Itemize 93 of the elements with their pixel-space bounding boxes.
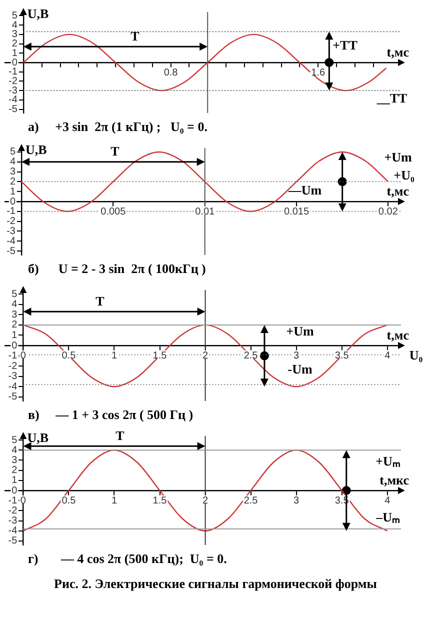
y-tick-label: -2 — [8, 360, 18, 372]
x-tick-label: 0.5 — [62, 350, 76, 362]
y-tick-label: -1 — [8, 350, 18, 362]
y-tick-label: 3 — [12, 29, 18, 40]
annotation: —Um — [287, 182, 322, 198]
y-tick-label: 3 — [10, 166, 16, 178]
x-axis-title: t,мкс — [380, 472, 410, 488]
text: Рис. 2. Электрические сигналы гармонической формы — [53, 576, 378, 592]
y-tick-label: -4 — [8, 381, 18, 392]
y-tick-label: -5 — [8, 392, 18, 403]
y-tick-label: -3 — [6, 226, 16, 237]
y-tick-label: 4 — [12, 20, 18, 31]
x-tick-label: 4 — [384, 350, 391, 362]
y-tick-label: 4 — [10, 156, 16, 168]
y-tick-label: 0 — [12, 340, 18, 352]
text: г) — 4 cos 2π (500 кГц); U₀ = 0. — [27, 550, 228, 568]
y-tick-label: -5 — [8, 536, 18, 547]
x-tick-label: 1.5 — [152, 350, 168, 362]
y-tick-label: 3 — [12, 454, 18, 466]
x-tick-label: 1.5 — [152, 495, 168, 506]
y-tick-label: -5 — [8, 104, 18, 116]
y-tick-label: -2 — [8, 76, 18, 87]
x-axis-title: t,мс — [386, 183, 410, 198]
y-tick-label: 4 — [12, 299, 18, 310]
y-tick-label: -4 — [8, 94, 18, 106]
x-tick-label: 3 — [294, 350, 300, 362]
text: U₀ — [409, 347, 423, 362]
y-tick-label: 5 — [12, 10, 18, 22]
annotation: –Uₘ — [375, 509, 400, 524]
x-tick-label: 2.5 — [244, 350, 258, 362]
x-tick-label: 0.015 — [284, 206, 310, 218]
y-tick-label: 2 — [12, 38, 18, 50]
y-tick-label: 5 — [12, 434, 18, 446]
x-tick-label: 0 — [20, 495, 26, 506]
x-tick-label: 2.5 — [244, 495, 258, 506]
annotation: T — [96, 293, 105, 308]
y-tick-label: -4 — [8, 526, 18, 537]
y-tick-label: 1 — [12, 330, 18, 341]
y-tick-label: -2 — [6, 216, 16, 228]
y-tick-label: -2 — [8, 505, 18, 516]
annotation: +Um — [384, 149, 412, 164]
x-tick-label: 0.8 — [164, 67, 178, 78]
y-tick-label: 1 — [10, 186, 16, 198]
x-tick-label: 3.5 — [334, 350, 350, 362]
y-tick-label: 5 — [12, 288, 18, 300]
x-tick-label: 0 — [20, 350, 26, 362]
x-tick-label: 4 — [384, 495, 391, 506]
x-axis-title: t,мс — [386, 327, 410, 342]
y-axis-title: U,В — [26, 142, 48, 157]
y-tick-label: -3 — [8, 516, 18, 527]
y-tick-label: -3 — [8, 371, 18, 382]
x-tick-label: 3 — [294, 495, 300, 506]
x-tick-label: 1.6 — [311, 67, 326, 78]
y-tick-label: 1 — [12, 475, 18, 486]
y-tick-label: 0 — [10, 196, 16, 208]
annotation: T — [130, 28, 140, 44]
text: б) U = 2 - 3 sin 2π ( 100кГц ) — [27, 260, 207, 278]
y-tick-label: -3 — [8, 85, 18, 96]
x-axis-title: t,мс — [386, 44, 410, 60]
y-tick-label: -5 — [6, 246, 16, 257]
y-tick-label: 0 — [12, 485, 18, 496]
y-tick-label: -1 — [6, 206, 16, 218]
y-tick-label: 3 — [12, 309, 18, 320]
annotation: +U₀ — [394, 167, 414, 182]
y-tick-label: 0 — [12, 57, 18, 68]
x-tick-label: 0.01 — [195, 206, 215, 218]
text: а) +3 sin 2π (1 кГц) ; U₀ = 0. — [27, 118, 208, 136]
x-tick-label: 0.02 — [378, 206, 398, 218]
annotation: +Uₘ — [376, 453, 400, 468]
y-tick-label: 2 — [12, 320, 18, 331]
annotation: T — [110, 144, 120, 159]
y-tick-label: 5 — [10, 146, 16, 158]
y-tick-label: 4 — [12, 444, 18, 456]
y-tick-label: 2 — [10, 176, 16, 188]
x-tick-label: 0.5 — [62, 495, 76, 506]
y-axis-title: U,В — [27, 6, 50, 21]
annotation: +Um — [286, 323, 314, 338]
text: в) — 1 + 3 cos 2π ( 500 Гц ) — [27, 406, 194, 424]
y-tick-label: -1 — [8, 495, 18, 506]
x-tick-label: 1 — [111, 350, 118, 362]
y-tick-label: -4 — [6, 236, 16, 247]
y-tick-label: -1 — [8, 66, 18, 78]
x-tick-label: 0.005 — [100, 206, 126, 218]
y-tick-label: 2 — [12, 465, 18, 476]
y-tick-label: 1 — [12, 48, 18, 59]
x-tick-label: 1 — [111, 495, 118, 506]
annotation: +TT — [332, 37, 358, 52]
x-tick-label: 2 — [202, 350, 208, 362]
annotation: -Um — [288, 361, 312, 376]
annotation: __TT — [376, 90, 408, 106]
x-tick-label: 2 — [202, 495, 208, 506]
annotation: T — [116, 428, 125, 443]
y-axis-title: U,В — [27, 430, 49, 445]
